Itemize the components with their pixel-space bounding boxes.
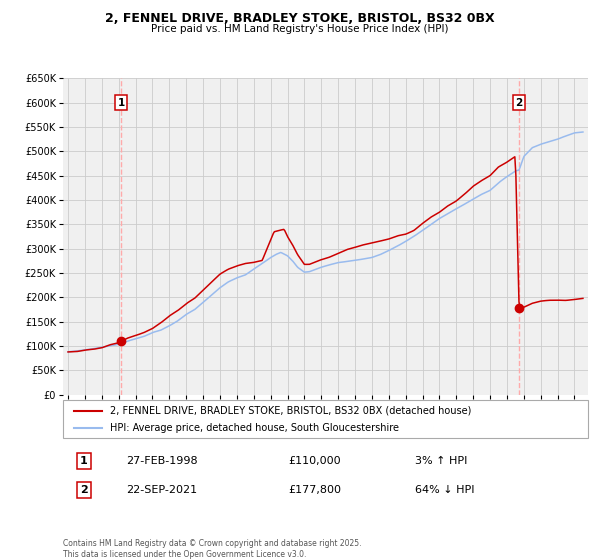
Text: 64% ↓ HPI: 64% ↓ HPI [415, 486, 474, 496]
FancyBboxPatch shape [63, 400, 588, 438]
Text: 1: 1 [118, 98, 125, 108]
Text: £110,000: £110,000 [289, 456, 341, 466]
Text: 2: 2 [515, 98, 523, 108]
Text: Price paid vs. HM Land Registry's House Price Index (HPI): Price paid vs. HM Land Registry's House … [151, 24, 449, 34]
Text: £177,800: £177,800 [289, 486, 342, 496]
Text: Contains HM Land Registry data © Crown copyright and database right 2025.
This d: Contains HM Land Registry data © Crown c… [63, 539, 361, 559]
Text: 2, FENNEL DRIVE, BRADLEY STOKE, BRISTOL, BS32 0BX (detached house): 2, FENNEL DRIVE, BRADLEY STOKE, BRISTOL,… [110, 405, 472, 416]
Text: 27-FEB-1998: 27-FEB-1998 [126, 456, 197, 466]
Text: 2: 2 [80, 486, 88, 496]
Text: 1: 1 [80, 456, 88, 466]
Text: 2, FENNEL DRIVE, BRADLEY STOKE, BRISTOL, BS32 0BX: 2, FENNEL DRIVE, BRADLEY STOKE, BRISTOL,… [105, 12, 495, 25]
Text: 22-SEP-2021: 22-SEP-2021 [126, 486, 197, 496]
Text: HPI: Average price, detached house, South Gloucestershire: HPI: Average price, detached house, Sout… [110, 423, 399, 433]
Text: 3% ↑ HPI: 3% ↑ HPI [415, 456, 467, 466]
